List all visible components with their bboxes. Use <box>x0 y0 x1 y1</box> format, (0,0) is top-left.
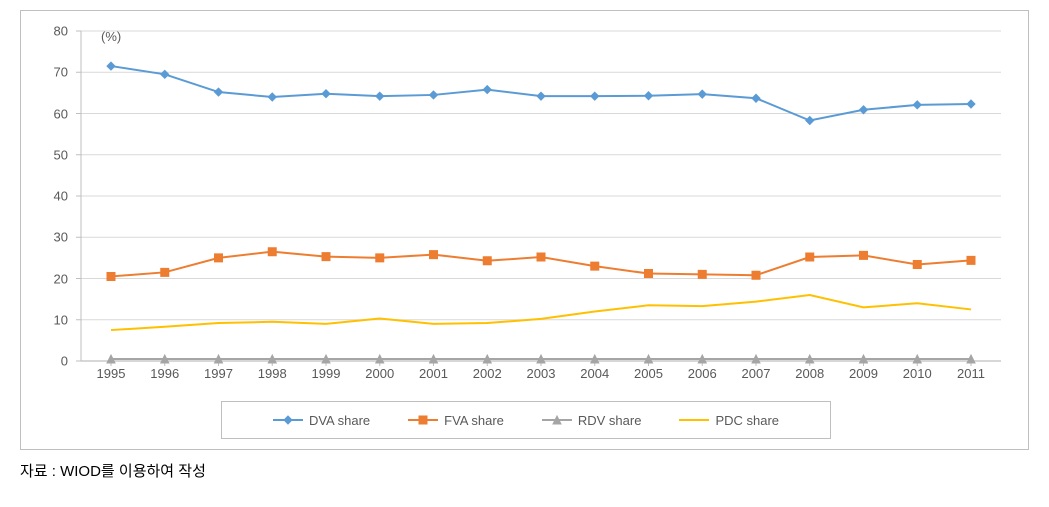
series-marker <box>591 262 599 270</box>
legend-item: DVA share <box>273 413 370 428</box>
y-tick-label: 20 <box>54 271 68 286</box>
series-marker <box>268 248 276 256</box>
x-tick-label: 2010 <box>903 366 932 381</box>
x-axis-labels: 1995 1996 1997 1998 1999 2000 2001 2002 2003 2004… <box>81 366 1001 386</box>
series-marker <box>591 92 599 100</box>
y-tick-label: 80 <box>54 24 68 39</box>
x-tick-label: 2000 <box>365 366 394 381</box>
y-tick-label: 0 <box>61 354 68 369</box>
y-tick-label: 10 <box>54 312 68 327</box>
chart-frame: (%) 01020304050607080 199519961997199819… <box>20 10 1029 450</box>
series-marker <box>645 92 653 100</box>
series-marker <box>860 251 868 259</box>
series-marker <box>376 92 384 100</box>
x-tick-label: 1996 <box>150 366 179 381</box>
x-tick-label: 2008 <box>795 366 824 381</box>
series-marker <box>806 117 814 125</box>
y-tick-label: 70 <box>54 65 68 80</box>
x-tick-label: 1998 <box>258 366 287 381</box>
legend: DVA share FVA share RDV share PDC share <box>221 401 831 439</box>
series-marker <box>161 268 169 276</box>
series-marker <box>322 90 330 98</box>
series-marker <box>430 251 438 259</box>
series-marker <box>107 272 115 280</box>
series-marker <box>268 93 276 101</box>
series-marker <box>215 88 223 96</box>
x-tick-label: 2003 <box>527 366 556 381</box>
series-marker <box>161 70 169 78</box>
legend-label: FVA share <box>444 413 504 428</box>
series-marker <box>322 253 330 261</box>
series-marker <box>913 260 921 268</box>
x-tick-label: 2006 <box>688 366 717 381</box>
series-marker <box>752 94 760 102</box>
x-tick-label: 2005 <box>634 366 663 381</box>
x-tick-label: 1999 <box>312 366 341 381</box>
x-tick-label: 2002 <box>473 366 502 381</box>
y-tick-label: 60 <box>54 106 68 121</box>
series-marker <box>645 270 653 278</box>
x-tick-label: 1997 <box>204 366 233 381</box>
legend-swatch <box>273 414 303 426</box>
legend-item: FVA share <box>408 413 504 428</box>
y-tick-label: 40 <box>54 189 68 204</box>
series-marker <box>537 92 545 100</box>
series-marker <box>537 253 545 261</box>
series-line <box>111 295 971 330</box>
x-tick-label: 2009 <box>849 366 878 381</box>
series-marker <box>483 86 491 94</box>
series-marker <box>967 256 975 264</box>
legend-label: DVA share <box>309 413 370 428</box>
legend-item: PDC share <box>679 413 779 428</box>
legend-label: PDC share <box>715 413 779 428</box>
legend-swatch <box>408 414 438 426</box>
x-tick-label: 1995 <box>97 366 126 381</box>
legend-item: RDV share <box>542 413 642 428</box>
series-marker <box>967 100 975 108</box>
x-tick-label: 2004 <box>580 366 609 381</box>
x-tick-label: 2011 <box>957 366 985 381</box>
series-marker <box>483 257 491 265</box>
series-marker <box>698 270 706 278</box>
source-note: 자료 : WIOD를 이용하여 작성 <box>20 460 206 481</box>
series-marker <box>752 271 760 279</box>
series-marker <box>430 91 438 99</box>
y-axis-labels: 01020304050607080 <box>21 31 76 361</box>
chart-svg <box>81 31 1001 361</box>
series-marker <box>107 62 115 70</box>
series-marker <box>215 254 223 262</box>
series-marker <box>376 254 384 262</box>
series-marker <box>913 101 921 109</box>
y-tick-label: 30 <box>54 230 68 245</box>
plot-area <box>81 31 1001 361</box>
x-tick-label: 2001 <box>419 366 448 381</box>
series-marker <box>860 106 868 114</box>
legend-swatch <box>679 414 709 426</box>
series-marker <box>806 253 814 261</box>
y-tick-label: 50 <box>54 147 68 162</box>
legend-swatch <box>542 414 572 426</box>
x-tick-label: 2007 <box>742 366 771 381</box>
series-marker <box>698 90 706 98</box>
legend-label: RDV share <box>578 413 642 428</box>
